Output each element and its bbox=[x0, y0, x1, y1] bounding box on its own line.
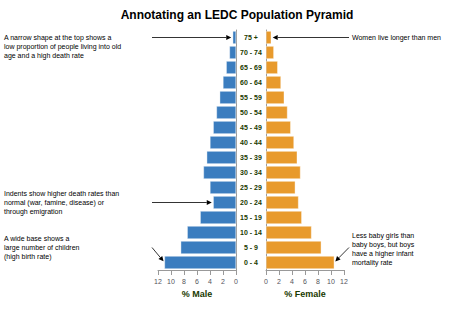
svg-text:50 - 54: 50 - 54 bbox=[240, 109, 262, 116]
svg-text:normal (war, famine, disease): normal (war, famine, disease) or bbox=[4, 199, 105, 207]
svg-text:(high birth rate): (high birth rate) bbox=[4, 253, 51, 261]
svg-text:15 - 19: 15 - 19 bbox=[240, 214, 262, 221]
svg-text:45 - 49: 45 - 49 bbox=[240, 124, 262, 131]
svg-text:A wide base shows a: A wide base shows a bbox=[4, 235, 69, 242]
svg-text:8: 8 bbox=[316, 278, 320, 285]
svg-text:4: 4 bbox=[208, 278, 212, 285]
svg-text:10: 10 bbox=[167, 278, 175, 285]
svg-text:% Male: % Male bbox=[182, 289, 213, 299]
svg-text:low proportion of people livin: low proportion of people living into old bbox=[4, 43, 121, 51]
svg-text:75 +: 75 + bbox=[244, 34, 258, 41]
svg-text:4: 4 bbox=[290, 278, 294, 285]
svg-text:% Female: % Female bbox=[284, 289, 326, 299]
svg-text:2: 2 bbox=[221, 278, 225, 285]
svg-text:Less baby girls than: Less baby girls than bbox=[352, 232, 414, 240]
svg-text:65 - 69: 65 - 69 bbox=[240, 64, 262, 71]
svg-text:A narrow shape at the top show: A narrow shape at the top shows a bbox=[4, 34, 112, 42]
svg-text:Annotating an LEDC Population: Annotating an LEDC Population Pyramid bbox=[121, 8, 354, 22]
svg-text:Women live longer than men: Women live longer than men bbox=[352, 34, 441, 42]
svg-text:30 - 34: 30 - 34 bbox=[240, 169, 262, 176]
svg-text:55 - 59: 55 - 59 bbox=[240, 94, 262, 101]
svg-text:0: 0 bbox=[264, 278, 268, 285]
svg-text:60 - 64: 60 - 64 bbox=[240, 79, 262, 86]
svg-text:70 - 74: 70 - 74 bbox=[240, 49, 262, 56]
svg-text:baby boys, but boys: baby boys, but boys bbox=[352, 241, 415, 249]
svg-text:35 - 39: 35 - 39 bbox=[240, 154, 262, 161]
svg-text:0 - 4: 0 - 4 bbox=[244, 259, 258, 266]
svg-text:12: 12 bbox=[340, 278, 348, 285]
svg-text:age and a high death rate: age and a high death rate bbox=[4, 52, 84, 60]
svg-text:10: 10 bbox=[327, 278, 335, 285]
svg-text:10 - 14: 10 - 14 bbox=[240, 229, 262, 236]
svg-text:5 - 9: 5 - 9 bbox=[244, 244, 258, 251]
svg-text:through emigration: through emigration bbox=[4, 208, 62, 216]
svg-text:6: 6 bbox=[195, 278, 199, 285]
svg-text:12: 12 bbox=[154, 278, 162, 285]
svg-text:large number of children: large number of children bbox=[4, 244, 80, 252]
svg-text:40 - 44: 40 - 44 bbox=[240, 139, 262, 146]
svg-text:have a higher infant: have a higher infant bbox=[352, 250, 414, 258]
svg-text:25 - 29: 25 - 29 bbox=[240, 184, 262, 191]
svg-text:6: 6 bbox=[303, 278, 307, 285]
svg-text:8: 8 bbox=[182, 278, 186, 285]
svg-text:Indents show higher death rate: Indents show higher death rates than bbox=[4, 190, 119, 198]
svg-text:0: 0 bbox=[234, 278, 238, 285]
svg-text:mortality rate: mortality rate bbox=[352, 259, 393, 267]
svg-text:20 - 24: 20 - 24 bbox=[240, 199, 262, 206]
svg-text:2: 2 bbox=[277, 278, 281, 285]
